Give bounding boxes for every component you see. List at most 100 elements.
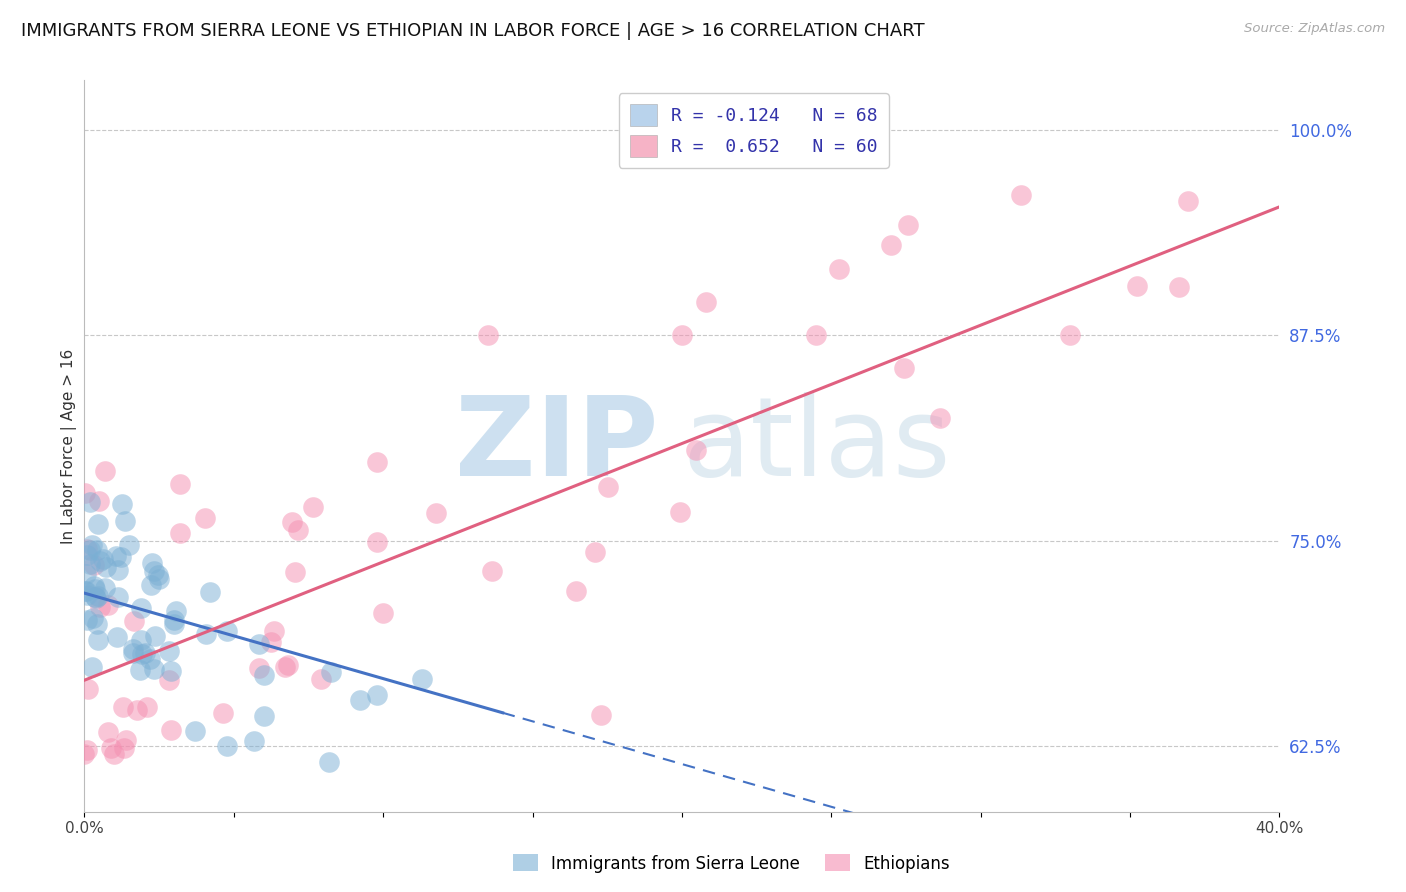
Point [136, 699, 159, 714]
Point [122, 646, 145, 660]
Point [929, 410, 952, 425]
Point [93, 552, 115, 566]
Point [118, 538, 141, 552]
Point [73, 747, 96, 762]
Point [97, 598, 120, 612]
Point [157, 643, 180, 657]
Point [194, 510, 217, 524]
Point [76, 613, 98, 627]
Point [142, 662, 165, 676]
Point [253, 667, 276, 681]
Point [318, 756, 340, 770]
Point [112, 700, 135, 714]
Point [131, 647, 153, 661]
Point [86, 616, 108, 631]
Point [122, 642, 145, 657]
Point [1177, 194, 1199, 208]
Point [107, 630, 129, 644]
Point [79, 557, 101, 571]
Point [143, 629, 166, 643]
Text: IMMIGRANTS FROM SIERRA LEONE VS ETHIOPIAN IN LABOR FORCE | AGE > 16 CORRELATION : IMMIGRANTS FROM SIERRA LEONE VS ETHIOPIA… [21, 22, 925, 40]
Point [165, 604, 187, 618]
Point [349, 693, 371, 707]
Point [260, 635, 283, 649]
Point [425, 506, 447, 520]
Point [128, 663, 150, 677]
Point [366, 688, 388, 702]
Point [598, 480, 620, 494]
Point [89, 599, 111, 614]
Point [685, 442, 707, 457]
Point [893, 361, 915, 376]
Point [82, 660, 104, 674]
Point [76, 541, 98, 556]
Point [110, 549, 132, 564]
Point [75, 584, 97, 599]
Point [83, 558, 105, 573]
Point [89, 554, 111, 568]
Point [100, 741, 122, 756]
Point [1011, 187, 1033, 202]
Point [104, 549, 127, 563]
Point [215, 739, 238, 753]
Point [243, 734, 266, 748]
Point [671, 328, 693, 343]
Point [83, 579, 105, 593]
Point [880, 237, 903, 252]
Point [169, 476, 191, 491]
Point [87, 493, 110, 508]
Point [114, 514, 136, 528]
Point [897, 218, 920, 232]
Point [112, 740, 135, 755]
Point [411, 673, 433, 687]
Point [481, 564, 503, 578]
Legend: Immigrants from Sierra Leone, Ethiopians: Immigrants from Sierra Leone, Ethiopians [506, 847, 956, 880]
Point [115, 732, 138, 747]
Point [184, 723, 207, 738]
Point [477, 328, 499, 343]
Point [277, 658, 299, 673]
Point [263, 624, 285, 639]
Point [141, 556, 163, 570]
Point [103, 747, 125, 762]
Point [366, 534, 388, 549]
Point [87, 517, 110, 532]
Point [84, 591, 107, 605]
Text: atlas: atlas [682, 392, 950, 500]
Point [75, 485, 97, 500]
Point [253, 708, 276, 723]
Point [143, 564, 166, 578]
Point [591, 707, 613, 722]
Point [148, 573, 170, 587]
Point [194, 627, 217, 641]
Point [827, 262, 849, 277]
Point [94, 560, 117, 574]
Point [804, 328, 827, 343]
Point [134, 646, 156, 660]
Point [565, 584, 588, 599]
Point [583, 545, 606, 559]
Text: Source: ZipAtlas.com: Source: ZipAtlas.com [1244, 22, 1385, 36]
Point [159, 723, 181, 737]
Point [139, 578, 162, 592]
Point [94, 581, 117, 595]
Point [127, 703, 149, 717]
Point [84, 590, 107, 604]
Point [77, 681, 100, 696]
Point [169, 525, 191, 540]
Point [319, 665, 342, 680]
Point [163, 617, 186, 632]
Point [247, 637, 270, 651]
Point [76, 742, 98, 756]
Point [1168, 279, 1191, 293]
Point [281, 515, 304, 529]
Point [148, 567, 170, 582]
Point [107, 562, 129, 576]
Point [301, 500, 323, 515]
Point [76, 589, 98, 603]
Point [76, 548, 98, 562]
Point [284, 566, 307, 580]
Point [73, 583, 96, 598]
Point [75, 566, 97, 581]
Point [212, 706, 235, 721]
